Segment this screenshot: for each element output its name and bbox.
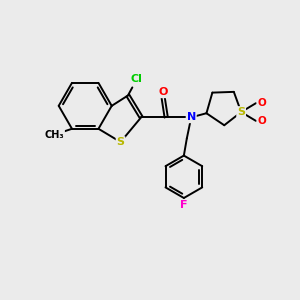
Text: F: F xyxy=(180,200,188,210)
Text: N: N xyxy=(187,112,196,122)
Text: Cl: Cl xyxy=(131,74,143,84)
Text: S: S xyxy=(237,107,245,117)
Text: S: S xyxy=(117,137,124,147)
Text: CH₃: CH₃ xyxy=(44,130,64,140)
Text: O: O xyxy=(257,116,266,126)
Text: O: O xyxy=(159,87,168,97)
Text: O: O xyxy=(257,98,266,108)
